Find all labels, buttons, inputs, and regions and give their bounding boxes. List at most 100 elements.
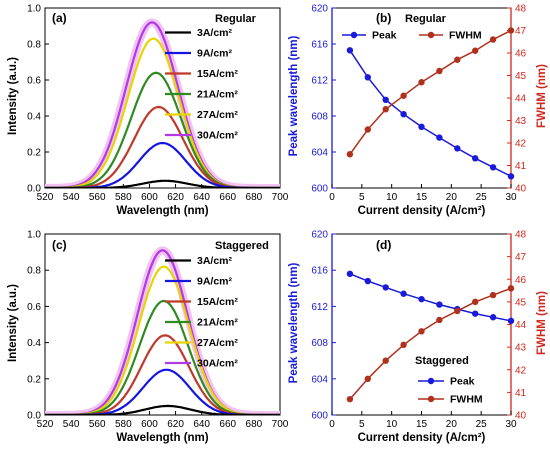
y-tick-label: 1.0 (27, 230, 41, 241)
data-point-fwhm (436, 67, 443, 75)
x-tick-label: 520 (37, 419, 54, 430)
x-tick-label: 20 (446, 419, 458, 430)
x-tick-label: 540 (63, 419, 80, 430)
series-line-peak (349, 49, 512, 177)
x-tick-label: 700 (272, 419, 289, 430)
y-tick-label: 608 (311, 338, 328, 349)
data-point-peak (364, 277, 371, 285)
y-right-axis-label: FWHM (nm) (536, 64, 548, 128)
series-line-fwhm (349, 287, 512, 400)
series-line-fwhm (349, 29, 512, 155)
y-tick-label: 604 (311, 148, 328, 159)
data-point-fwhm (436, 316, 443, 324)
x-tick-label: 620 (167, 192, 184, 203)
data-point-fwhm (472, 298, 479, 306)
x-tick-label: 15 (416, 192, 428, 203)
series-line-3 (45, 105, 280, 188)
data-point-fwhm (364, 375, 371, 382)
legend-title: Staggered (415, 355, 469, 367)
y-right-tick-label: 47 (515, 252, 527, 263)
legend-title: Regular (215, 13, 257, 25)
data-point-fwhm (418, 79, 425, 86)
y-tick-label: 0.6 (27, 302, 41, 313)
y-right-tick-label: 41 (515, 161, 527, 172)
legend-entry: 15A/cm² (197, 68, 238, 80)
y-right-tick-label: 43 (515, 116, 527, 127)
legend-title: Staggered (215, 240, 269, 252)
legend-entry: 30A/cm² (197, 130, 238, 142)
data-point-fwhm (382, 106, 389, 113)
y-right-tick-label: 40 (515, 184, 527, 195)
legend-entry: 3A/cm² (197, 255, 233, 267)
data-point-peak (382, 284, 389, 291)
data-point-fwhm (489, 36, 497, 43)
y-tick-label: 0.4 (27, 338, 41, 349)
y-axis-label: Intensity (a.u.) (7, 57, 19, 135)
y-right-tick-label: 43 (515, 343, 527, 354)
panel-label: (a) (52, 11, 67, 25)
data-point-fwhm (472, 47, 479, 54)
legend-marker (427, 395, 435, 403)
x-axis-label: Current density (A/cm²) (358, 432, 486, 444)
legend-entry: FWHM (449, 30, 482, 42)
y-right-tick-label: 47 (515, 26, 527, 37)
data-point-peak (418, 295, 425, 303)
y-tick-label: 0.2 (27, 148, 41, 159)
panel-label: (d) (376, 238, 391, 252)
data-point-peak (400, 111, 407, 118)
legend-title: Regular (405, 13, 447, 25)
y-right-tick-label: 46 (515, 49, 527, 60)
legend-entry: FWHM (450, 394, 483, 406)
y-right-tick-label: 45 (515, 297, 527, 308)
curves (45, 246, 280, 415)
x-tick-label: 680 (246, 419, 263, 430)
legend-marker (350, 31, 358, 39)
y-tick-label: 600 (311, 184, 328, 195)
data-point-fwhm (454, 56, 461, 63)
data-point-peak (507, 317, 515, 325)
y-right-tick-label: 48 (515, 230, 527, 241)
y-right-tick-label: 40 (515, 411, 527, 422)
y-right-tick-label: 44 (515, 94, 527, 105)
x-tick-label: 0 (329, 192, 335, 203)
data-point-peak (472, 155, 479, 162)
panel-2: 520 540 560 580 600 620 640 660 680 700 0.0 0.2 0.4 0… (7, 230, 289, 445)
legend-entry: Peak (450, 376, 475, 388)
data-point-fwhm (364, 126, 371, 133)
panel-1: 0 5 10 15 20 25 30 600 604 608 612 616 620 40 41 42 43 44… (288, 4, 548, 218)
panel-label: (c) (52, 238, 67, 252)
data-point-fwhm (382, 357, 389, 364)
data-point-peak (489, 164, 497, 171)
x-tick-label: 600 (141, 419, 158, 430)
data-point-fwhm (400, 341, 407, 349)
legend-entry: 27A/cm² (197, 109, 238, 121)
y-tick-label: 608 (311, 112, 328, 123)
y-tick-label: 600 (311, 411, 328, 422)
data-point-peak (346, 47, 354, 54)
x-tick-label: 15 (416, 419, 428, 430)
data-point-fwhm (507, 27, 515, 34)
x-tick-label: 680 (246, 192, 263, 203)
y-right-axis-label: FWHM (nm) (536, 291, 548, 355)
x-tick-label: 5 (359, 419, 365, 430)
x-tick-label: 660 (219, 192, 236, 203)
y-tick-label: 616 (311, 40, 328, 51)
y-tick-label: 0.6 (27, 76, 41, 87)
x-tick-label: 700 (272, 192, 289, 203)
x-tick-label: 25 (476, 192, 488, 203)
x-tick-label: 10 (386, 192, 398, 203)
y-tick-label: 620 (311, 4, 328, 15)
x-tick-label: 10 (386, 419, 398, 430)
panel-3: 0 5 10 15 20 25 30 600 604 608 612 616 620 40 41 42 43 44… (288, 230, 548, 445)
x-tick-label: 0 (329, 419, 335, 430)
x-tick-label: 5 (359, 192, 365, 203)
legend-entry: 3A/cm² (197, 27, 233, 39)
x-tick-label: 580 (115, 419, 132, 430)
y-tick-label: 620 (311, 230, 328, 241)
x-tick-label: 560 (89, 192, 106, 203)
x-axis-label: Wavelength (nm) (116, 432, 208, 444)
x-tick-label: 20 (446, 192, 458, 203)
legend-entry: 9A/cm² (197, 276, 233, 288)
x-tick-label: 30 (505, 192, 517, 203)
data-point-fwhm (346, 395, 354, 403)
